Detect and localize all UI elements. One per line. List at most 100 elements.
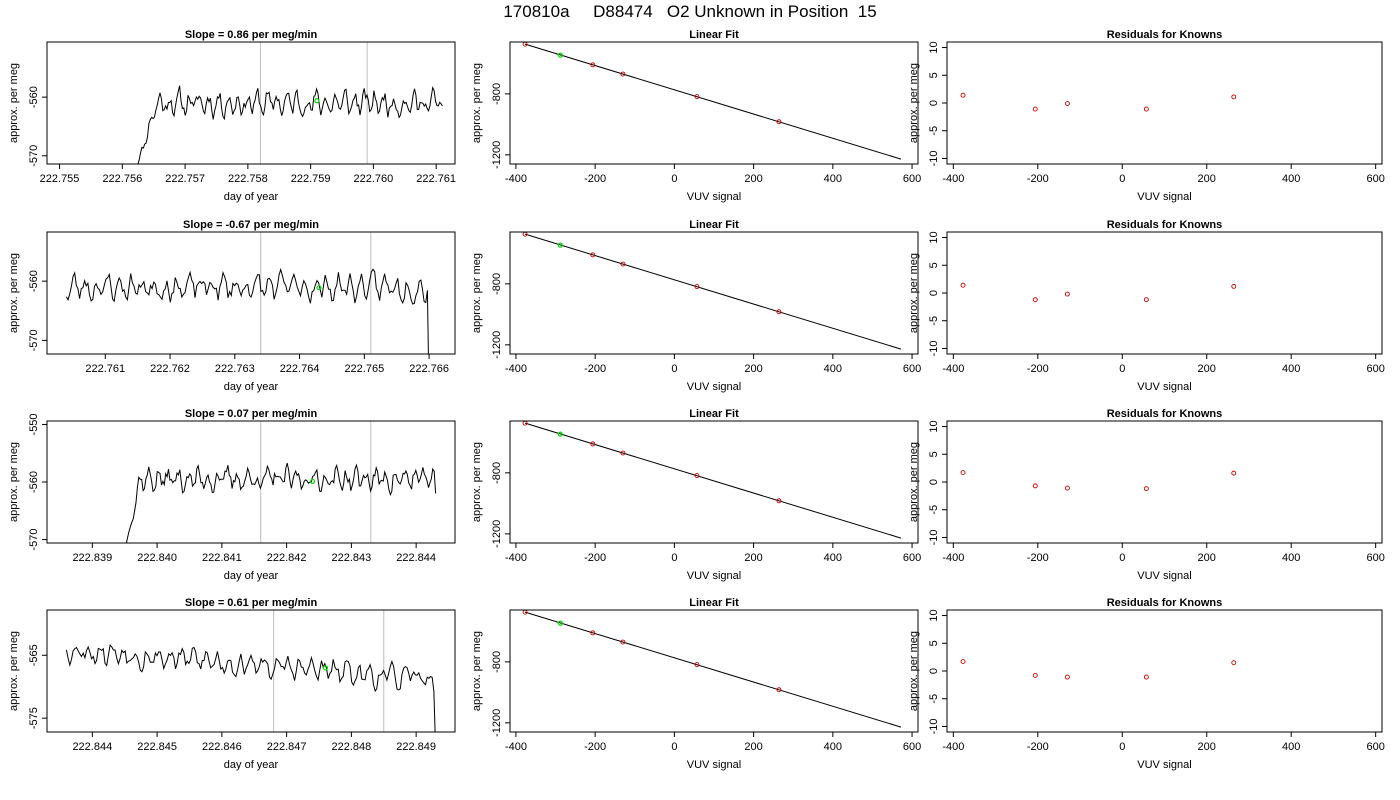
x-tick-label: 400 bbox=[1282, 173, 1300, 185]
y-tick-label: 0 bbox=[928, 668, 940, 674]
x-tick-label: 222.846 bbox=[202, 741, 242, 753]
unknown-marker bbox=[314, 98, 320, 104]
x-tick-label: 222.757 bbox=[165, 173, 205, 185]
x-tick-label: 400 bbox=[1282, 741, 1300, 753]
x-tick-label: -200 bbox=[584, 552, 606, 564]
known-point bbox=[694, 94, 700, 100]
y-tick-label: -1200 bbox=[491, 520, 503, 548]
x-tick-label: -400 bbox=[942, 741, 964, 753]
known-point bbox=[620, 71, 626, 77]
known-point bbox=[1032, 672, 1038, 678]
plot-area bbox=[65, 232, 429, 354]
x-tick-label: -400 bbox=[942, 363, 964, 375]
panel-r2-c3: Residuals for Knowns -400 -200 0 200 400 600 VU… bbox=[908, 219, 1385, 393]
x-axis-label: VUV signal bbox=[687, 759, 741, 771]
x-tick-label: 600 bbox=[1366, 552, 1384, 564]
plot-frame bbox=[946, 609, 1383, 733]
x-tick-label: 222.840 bbox=[137, 552, 177, 564]
known-point bbox=[694, 284, 700, 290]
x-tick-label: 400 bbox=[824, 363, 842, 375]
x-tick-label: 600 bbox=[1366, 741, 1384, 753]
series-line bbox=[65, 267, 429, 354]
unknown-point bbox=[557, 242, 563, 248]
unknown-point bbox=[557, 52, 563, 58]
unknown-marker bbox=[309, 478, 316, 485]
x-axis-label: VUV signal bbox=[1137, 570, 1191, 582]
x-tick-label: 222.761 bbox=[416, 173, 456, 185]
x-tick-label: 200 bbox=[1198, 363, 1216, 375]
panel-title: Linear Fit bbox=[689, 29, 739, 41]
known-point bbox=[776, 498, 782, 504]
x-tick-label: 600 bbox=[903, 363, 921, 375]
y-tick-label: 0 bbox=[928, 100, 940, 106]
y-tick-label: 5 bbox=[928, 72, 940, 78]
panel-title: Residuals for Knowns bbox=[1107, 597, 1223, 609]
panel-title: Residuals for Knowns bbox=[1107, 29, 1223, 41]
x-axis: -400 -200 0 200 400 600 bbox=[942, 731, 1385, 753]
y-tick-label: -1200 bbox=[491, 709, 503, 737]
known-point bbox=[1143, 486, 1149, 492]
x-tick-label: 222.841 bbox=[202, 552, 242, 564]
known-point bbox=[960, 659, 966, 665]
x-tick-label: 600 bbox=[903, 741, 921, 753]
x-tick-label: 0 bbox=[671, 741, 677, 753]
y-tick-label: 10 bbox=[928, 41, 940, 53]
known-point bbox=[960, 282, 966, 288]
y-tick-label: 5 bbox=[928, 640, 940, 646]
plot-area bbox=[960, 470, 1237, 492]
y-tick-label: -560 bbox=[28, 86, 40, 108]
x-tick-label: -200 bbox=[584, 173, 606, 185]
plot-area bbox=[960, 659, 1237, 680]
y-tick-label: -560 bbox=[28, 270, 40, 292]
x-axis: -400 -200 0 200 400 600 bbox=[942, 542, 1385, 564]
panel-title: Linear Fit bbox=[689, 597, 739, 609]
unknown-point bbox=[557, 431, 563, 437]
x-tick-label: 222.759 bbox=[291, 173, 331, 185]
known-point bbox=[620, 261, 626, 267]
x-tick-label: 200 bbox=[744, 552, 762, 564]
y-tick-label: -570 bbox=[28, 329, 40, 351]
plot-frame bbox=[509, 231, 919, 355]
plot-frame bbox=[946, 420, 1383, 544]
known-point bbox=[590, 62, 596, 68]
plot-area bbox=[522, 610, 902, 728]
plot-frame bbox=[509, 420, 919, 544]
known-point bbox=[1231, 94, 1237, 100]
panel-title: Slope = 0.07 per meg/min bbox=[185, 408, 318, 420]
y-axis-label: approx. per meg bbox=[8, 253, 20, 333]
series-line bbox=[137, 85, 443, 164]
unknown-point bbox=[557, 620, 563, 626]
x-tick-label: 222.765 bbox=[344, 363, 384, 375]
x-tick-label: 222.755 bbox=[40, 173, 80, 185]
plot-area bbox=[125, 421, 437, 543]
y-axis: -10 -5 0 5 10 bbox=[928, 420, 948, 545]
known-point bbox=[1032, 483, 1038, 489]
known-point bbox=[590, 441, 596, 447]
plot-frame bbox=[509, 609, 919, 733]
x-tick-label: 0 bbox=[1119, 552, 1125, 564]
x-tick-label: 222.758 bbox=[228, 173, 268, 185]
y-axis-label: approx. per meg bbox=[471, 253, 483, 333]
known-point bbox=[1064, 674, 1070, 680]
x-axis: -400 -200 0 200 400 600 bbox=[505, 731, 921, 753]
y-axis: -1200 -800 bbox=[491, 462, 511, 548]
y-tick-label: -570 bbox=[28, 145, 40, 167]
x-axis: -400 -200 0 200 400 600 bbox=[505, 542, 921, 564]
x-axis-label: VUV signal bbox=[687, 381, 741, 393]
x-tick-label: 400 bbox=[824, 741, 842, 753]
y-axis: -1200 -800 bbox=[491, 273, 511, 359]
y-axis: -10 -5 0 5 10 bbox=[928, 609, 948, 734]
known-point bbox=[1032, 106, 1038, 112]
plot-frame bbox=[46, 609, 456, 733]
x-tick-label: 222.764 bbox=[280, 363, 320, 375]
y-tick-label: -570 bbox=[28, 529, 40, 551]
y-tick-label: 10 bbox=[928, 420, 940, 432]
x-tick-label: 222.760 bbox=[354, 173, 394, 185]
y-tick-label: -1200 bbox=[491, 331, 503, 359]
x-tick-label: 200 bbox=[1198, 552, 1216, 564]
known-point bbox=[1231, 660, 1237, 666]
y-tick-label: -10 bbox=[928, 341, 940, 357]
x-axis-label: VUV signal bbox=[1137, 759, 1191, 771]
